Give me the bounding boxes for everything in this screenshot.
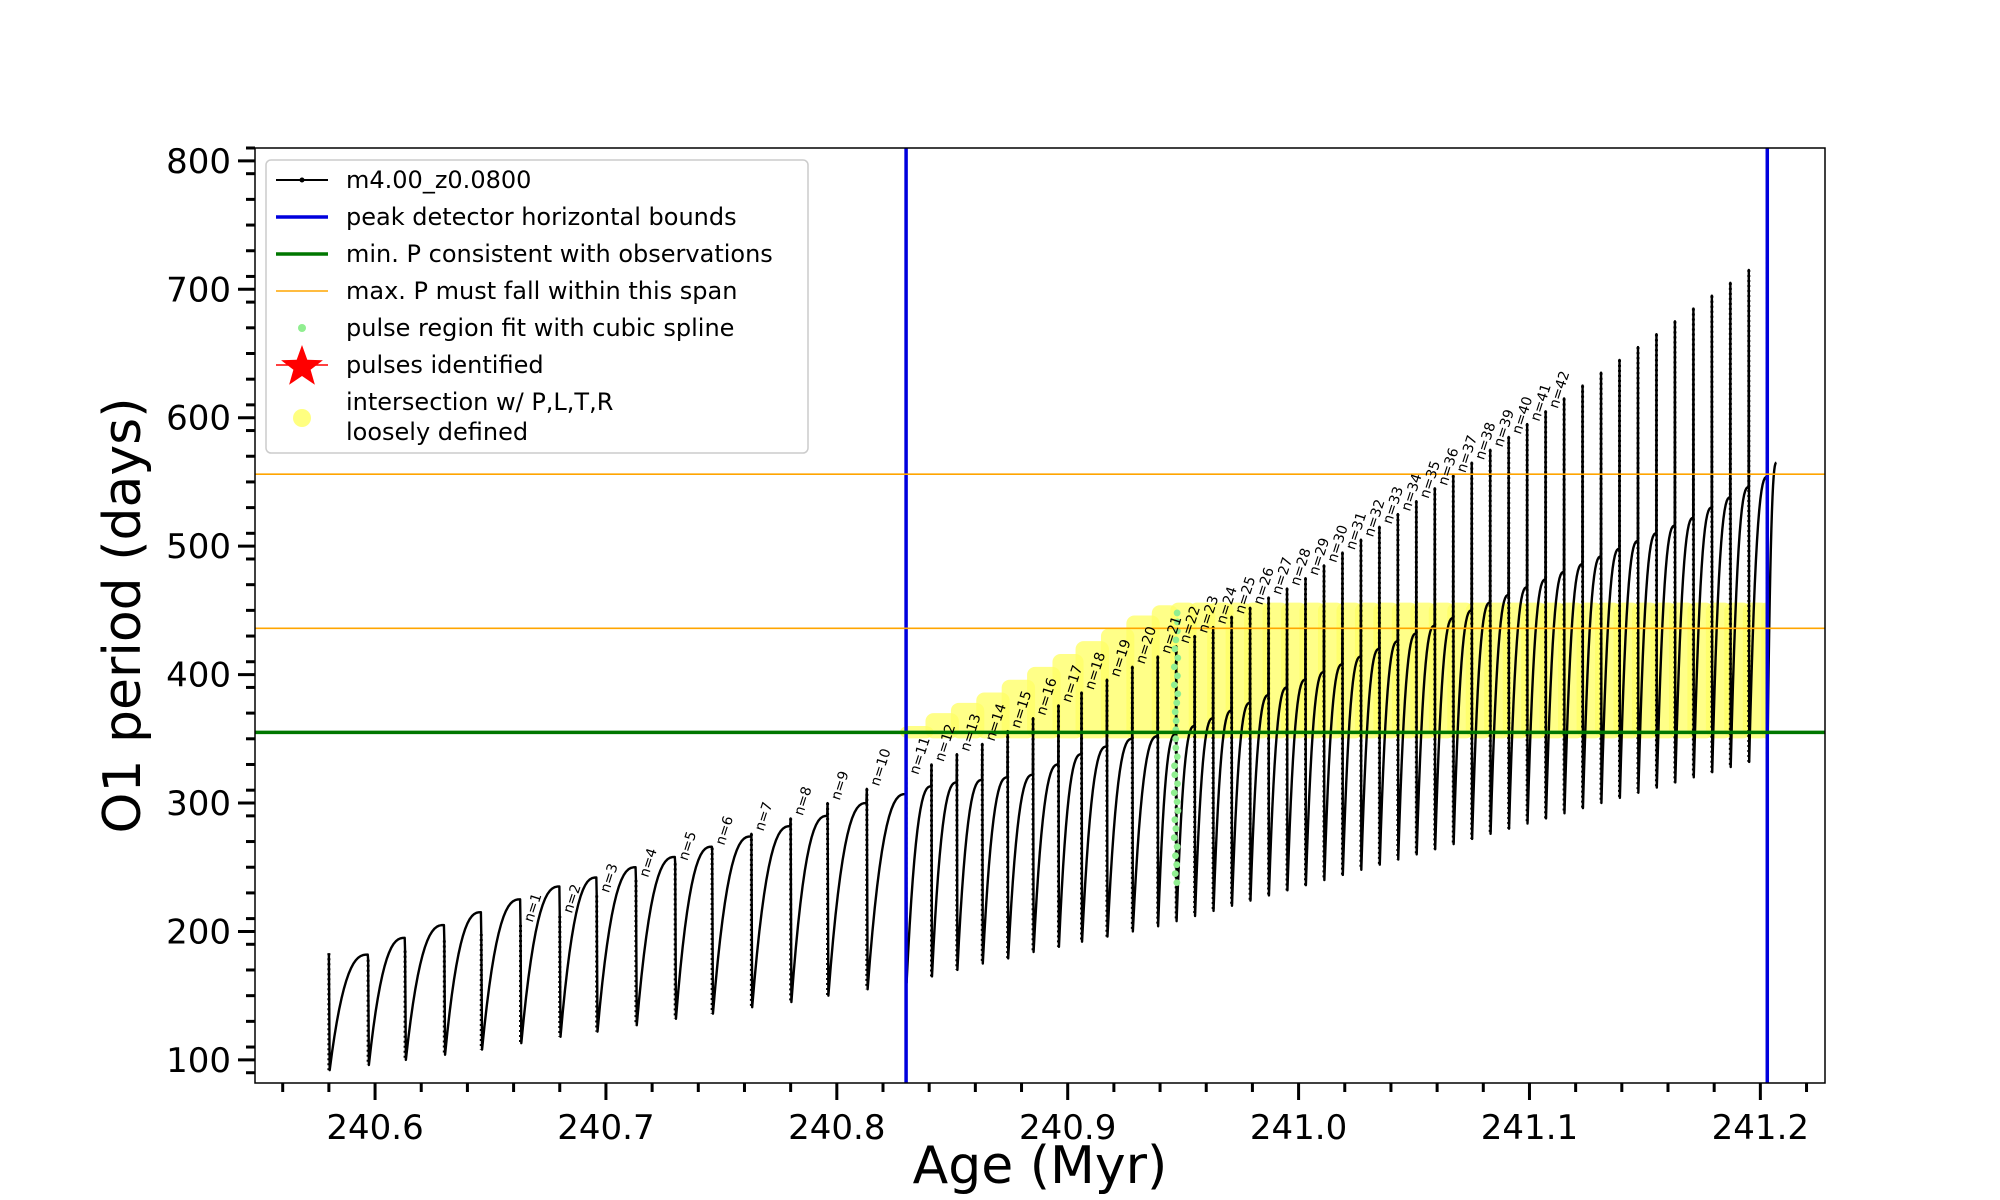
spline-fit-point bbox=[1171, 762, 1178, 769]
spline-fit-point bbox=[1174, 843, 1181, 850]
spline-fit-point bbox=[1174, 780, 1181, 787]
spline-fit-point bbox=[1172, 735, 1179, 742]
x-tick-label: 241.2 bbox=[1712, 1108, 1809, 1148]
pulse-label: n=8 bbox=[791, 785, 815, 818]
y-tick-label: 500 bbox=[166, 527, 231, 567]
x-axis-title: Age (Myr) bbox=[913, 1136, 1168, 1196]
y-tick-label: 800 bbox=[166, 142, 231, 182]
pulse-label: n=9 bbox=[828, 769, 852, 802]
legend-swatch-marker bbox=[300, 178, 305, 183]
spline-fit-point bbox=[1171, 663, 1178, 670]
x-tick-label: 241.1 bbox=[1481, 1108, 1578, 1148]
pulse-label: n=10 bbox=[867, 747, 894, 788]
spline-fit-point bbox=[1172, 744, 1179, 751]
y-tick-label: 400 bbox=[166, 656, 231, 696]
legend-label: loosely defined bbox=[346, 418, 528, 446]
x-tick-label: 240.6 bbox=[326, 1108, 423, 1148]
chart: n=1 n=2n=3 n=4n=5 n=6 n=7 n=8 n=9 n=10 n=11n=12n… bbox=[0, 0, 2000, 1200]
legend-label: peak detector horizontal bounds bbox=[346, 203, 737, 231]
spline-fit-point bbox=[1171, 834, 1178, 841]
x-tick-label: 240.8 bbox=[788, 1108, 885, 1148]
legend-swatch-dot bbox=[298, 324, 306, 332]
legend-label: min. P consistent with observations bbox=[346, 240, 773, 268]
pulse-label: n=7 bbox=[752, 800, 776, 833]
x-tick-label: 241.0 bbox=[1250, 1108, 1347, 1148]
spline-fit-point bbox=[1171, 771, 1178, 778]
legend-label: max. P must fall within this span bbox=[346, 277, 737, 305]
y-tick-label: 200 bbox=[166, 912, 231, 952]
spline-fit-point bbox=[1175, 807, 1182, 814]
spline-fit-point bbox=[1174, 798, 1181, 805]
spline-fit-point bbox=[1174, 610, 1181, 617]
spline-fit-point bbox=[1174, 654, 1181, 661]
pulse-label: n=4 bbox=[637, 846, 661, 879]
spline-fit-point bbox=[1174, 690, 1181, 697]
spline-fit-point bbox=[1173, 699, 1180, 706]
pulse-label: n=6 bbox=[713, 814, 737, 847]
spline-fit-point bbox=[1173, 879, 1180, 886]
y-tick-label: 300 bbox=[166, 784, 231, 824]
spline-fit-point bbox=[1171, 681, 1178, 688]
y-tick-label: 600 bbox=[166, 399, 231, 439]
legend-swatch-dot bbox=[293, 409, 311, 427]
spline-fit-point bbox=[1172, 708, 1179, 715]
spline-fit-point bbox=[1171, 789, 1178, 796]
legend-label: m4.00_z0.0800 bbox=[346, 166, 531, 194]
legend-label: intersection w/ P,L,T,R bbox=[346, 388, 613, 416]
spline-fit-point bbox=[1172, 816, 1179, 823]
spline-fit-point bbox=[1173, 717, 1180, 724]
spline-fit-point bbox=[1174, 672, 1181, 679]
spline-fit-point bbox=[1172, 852, 1179, 859]
spline-fit-point bbox=[1172, 870, 1179, 877]
pulse-label: n=11 bbox=[907, 735, 934, 776]
legend: m4.00_z0.0800peak detector horizontal bo… bbox=[266, 160, 808, 453]
spline-fit-point bbox=[1174, 753, 1181, 760]
legend-label: pulse region fit with cubic spline bbox=[346, 314, 734, 342]
x-tick-label: 240.7 bbox=[557, 1108, 654, 1148]
pulse-label: n=5 bbox=[676, 830, 700, 863]
spline-fit-point bbox=[1173, 861, 1180, 868]
y-tick-label: 100 bbox=[166, 1041, 231, 1081]
legend-label: pulses identified bbox=[346, 351, 544, 379]
y-tick-label: 700 bbox=[166, 270, 231, 310]
y-axis-title: O1 period (days) bbox=[93, 397, 153, 833]
spline-fit-point bbox=[1172, 825, 1179, 832]
